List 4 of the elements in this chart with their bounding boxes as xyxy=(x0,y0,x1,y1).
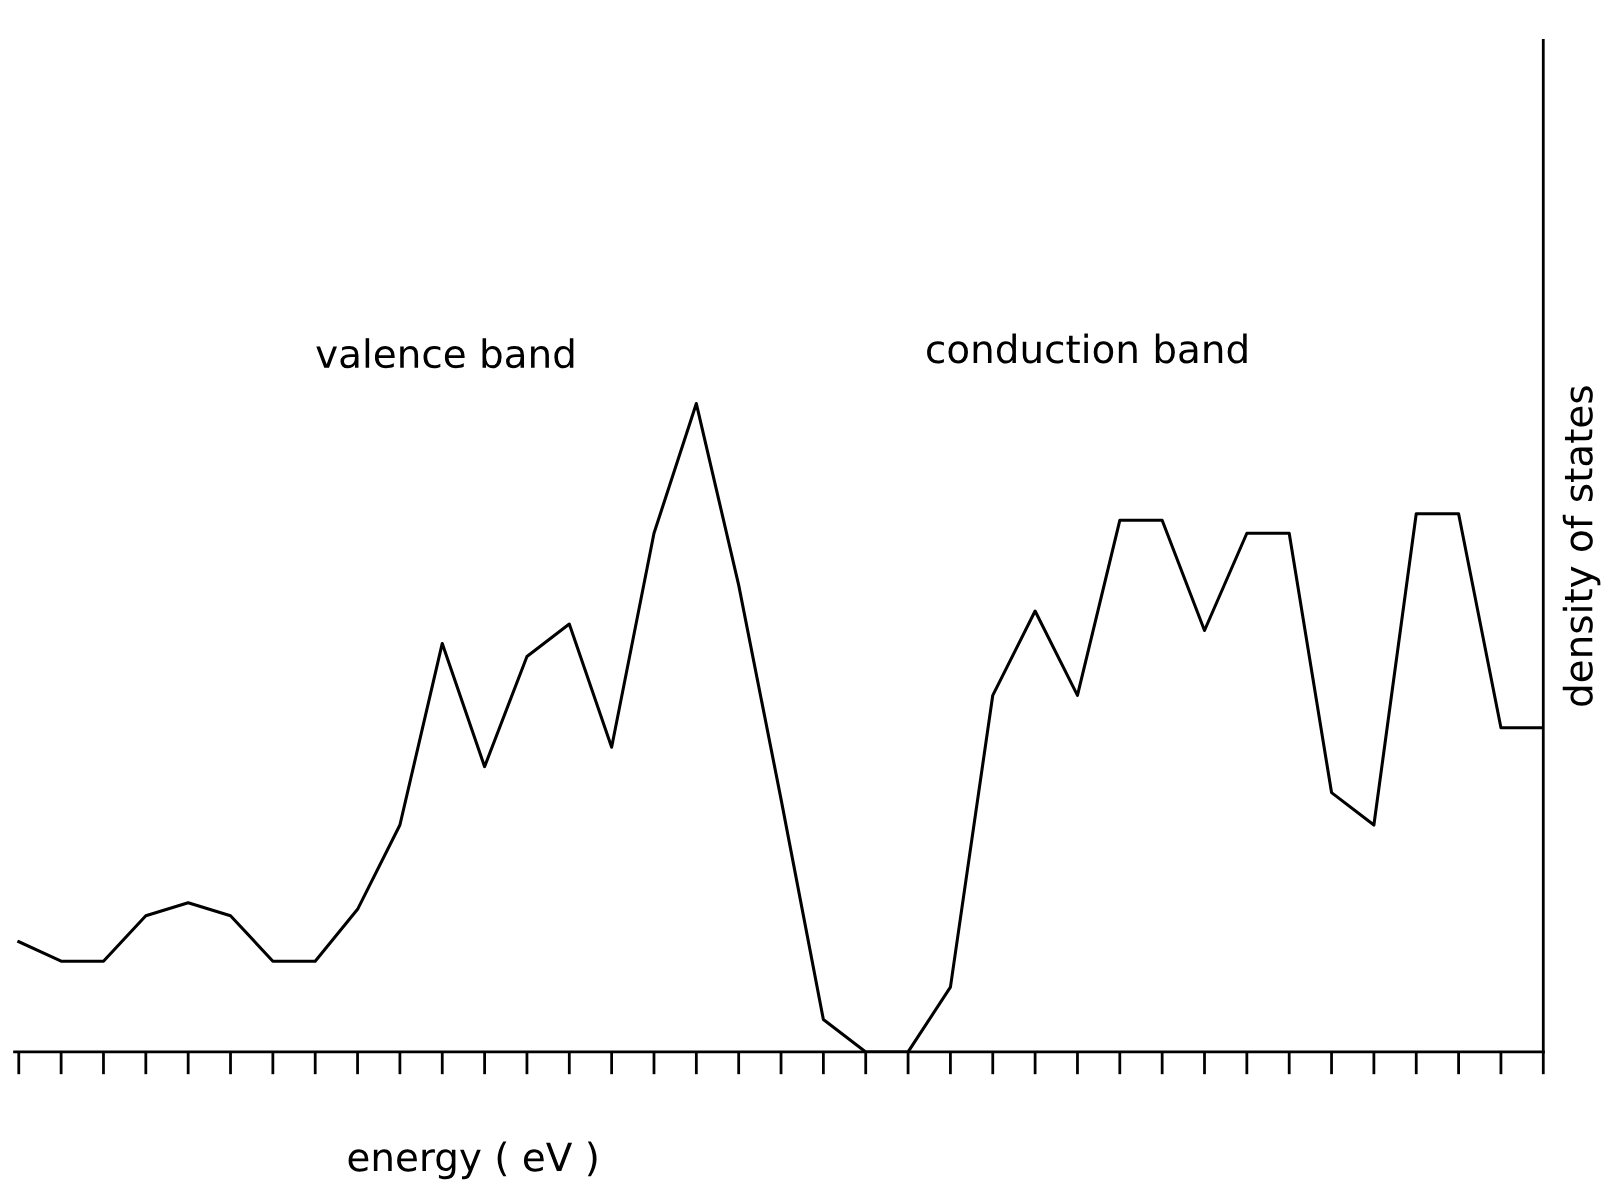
text: valence band xyxy=(316,338,574,369)
x-axis-title: energy ( eV ) xyxy=(348,1141,597,1180)
y-axis-title: density of states xyxy=(1562,386,1601,706)
text: conduction band xyxy=(927,333,1247,364)
